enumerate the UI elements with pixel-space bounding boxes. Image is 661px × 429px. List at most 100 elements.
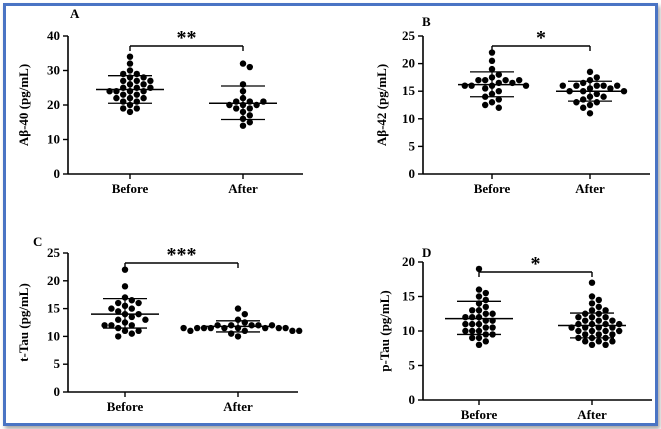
data-point: [593, 74, 600, 81]
y-axis-label: Aβ-40 (pg/mL): [16, 64, 31, 146]
data-point: [586, 68, 594, 76]
data-point: [595, 338, 602, 345]
data-point: [468, 82, 475, 89]
data-point: [488, 49, 496, 56]
data-point: [602, 307, 609, 314]
data-point: [108, 322, 115, 329]
data-point: [614, 82, 621, 89]
y-tick-label: 20: [47, 273, 60, 288]
data-point: [593, 90, 600, 98]
y-tick-label: 10: [47, 328, 60, 343]
y-tick-label: 10: [402, 323, 415, 338]
data-point: [234, 305, 242, 312]
y-tick-label: 5: [409, 138, 416, 153]
data-point: [586, 101, 594, 109]
data-point: [595, 296, 602, 304]
data-point: [573, 82, 580, 89]
data-point: [469, 334, 476, 342]
y-tick-label: 25: [47, 245, 61, 260]
data-point: [602, 341, 609, 348]
data-point: [115, 333, 122, 340]
data-point: [495, 96, 502, 103]
data-point: [593, 99, 600, 106]
data-point: [128, 305, 135, 312]
y-tick-label: 15: [402, 289, 416, 304]
panel-letter: B: [422, 14, 431, 29]
data-point: [246, 63, 253, 71]
data-point: [616, 327, 623, 335]
data-point: [469, 320, 476, 328]
data-point: [488, 57, 496, 65]
data-point: [482, 85, 489, 92]
data-point: [469, 327, 476, 335]
x-category-label: After: [577, 407, 607, 422]
data-point: [246, 105, 253, 112]
data-point: [495, 104, 502, 111]
data-point: [595, 310, 602, 317]
y-axis-label: Aβ-42 (pg/mL): [374, 64, 389, 146]
data-point: [588, 341, 596, 348]
data-point: [126, 53, 134, 60]
x-category-label: Before: [474, 181, 511, 196]
data-point: [582, 317, 589, 324]
data-point: [488, 65, 496, 73]
data-point: [140, 94, 147, 102]
data-point: [475, 334, 483, 342]
data-point: [595, 303, 602, 311]
data-point: [475, 265, 483, 273]
data-point: [573, 99, 580, 106]
y-tick-label: 20: [402, 254, 415, 269]
data-point: [239, 122, 247, 129]
data-point: [582, 331, 589, 338]
data-point: [602, 327, 609, 335]
y-tick-label: 5: [54, 356, 61, 371]
data-point: [588, 307, 596, 314]
y-axis-label: p-Tau (pg/mL): [377, 290, 392, 372]
data-point: [602, 314, 609, 321]
data-point: [108, 305, 115, 312]
significance-marker: **: [177, 27, 197, 49]
x-category-label: Before: [461, 407, 498, 422]
data-point: [582, 310, 589, 317]
data-point: [489, 324, 496, 331]
data-point: [101, 322, 108, 329]
data-point: [121, 327, 129, 335]
data-point: [482, 289, 489, 297]
data-point: [482, 303, 489, 311]
data-point: [120, 77, 127, 85]
data-point: [600, 82, 607, 89]
data-point: [187, 327, 194, 335]
data-point: [128, 330, 135, 337]
data-point: [462, 320, 469, 328]
y-tick-label: 5: [409, 358, 416, 373]
data-point: [593, 82, 600, 89]
data-point: [113, 94, 120, 102]
x-category-label: Before: [107, 399, 144, 414]
panel-letter: C: [33, 234, 42, 249]
data-point: [586, 110, 594, 117]
data-point: [482, 338, 489, 345]
data-point: [462, 327, 469, 335]
data-point: [214, 322, 221, 329]
panel-letter: A: [70, 6, 80, 21]
data-point: [482, 76, 489, 84]
x-category-label: Before: [112, 181, 149, 196]
data-point: [495, 88, 502, 95]
y-tick-label: 10: [402, 111, 415, 126]
data-point: [588, 293, 596, 300]
data-point: [135, 327, 142, 335]
data-point: [580, 104, 587, 111]
data-point: [194, 324, 201, 332]
data-point: [575, 327, 582, 335]
x-category-label: After: [223, 399, 253, 414]
y-tick-label: 15: [47, 301, 61, 316]
data-point: [588, 300, 596, 307]
panel-letter: D: [422, 245, 431, 260]
data-point: [115, 316, 122, 323]
y-axis-label: t-Tau (pg/mL): [16, 283, 31, 362]
data-point: [126, 108, 134, 116]
y-tick-label: 0: [409, 392, 416, 407]
y-tick-label: 30: [47, 63, 60, 78]
data-point: [588, 279, 596, 286]
data-point: [140, 81, 147, 88]
